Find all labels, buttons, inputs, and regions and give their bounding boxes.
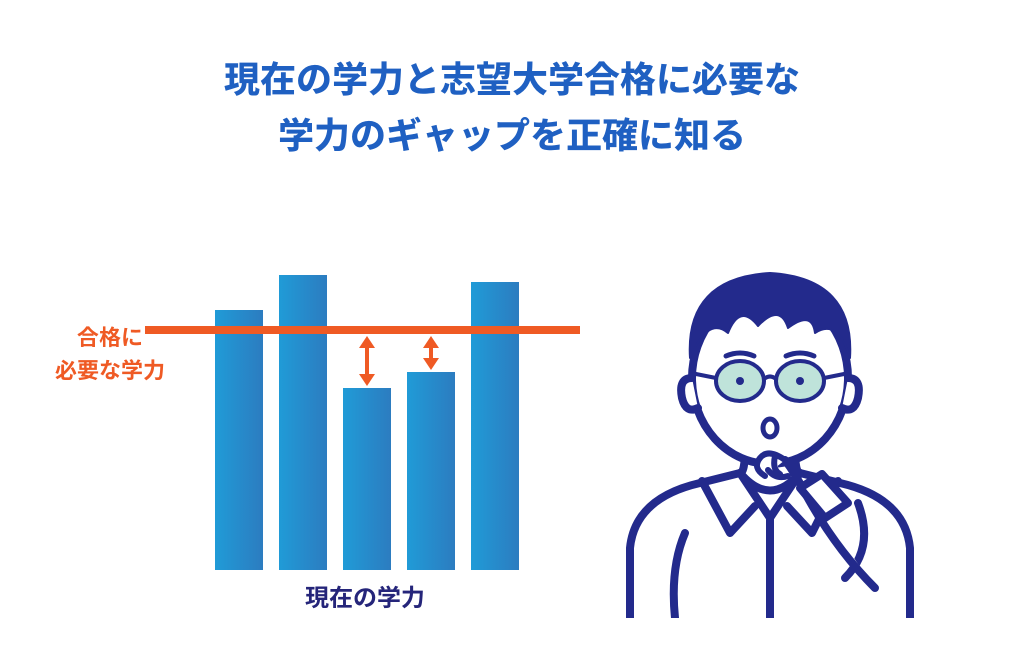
- arrowhead-down-icon: [359, 374, 375, 386]
- ability-gap-chart: [145, 250, 580, 590]
- bar: [279, 275, 327, 570]
- page-title: 現在の学力と志望大学合格に必要な 学力のギャップを正確に知る: [0, 50, 1024, 162]
- thinking-person-icon: [590, 248, 950, 618]
- arrowhead-up-icon: [359, 336, 375, 348]
- arrowhead-up-icon: [423, 336, 439, 348]
- bar: [471, 282, 519, 570]
- bar: [407, 372, 455, 570]
- arrowhead-down-icon: [423, 358, 439, 370]
- title-line2: 学力のギャップを正確に知る: [278, 107, 746, 159]
- bar: [215, 310, 263, 570]
- title-line1: 現在の学力と志望大学合格に必要な: [224, 51, 800, 103]
- bar: [343, 388, 391, 570]
